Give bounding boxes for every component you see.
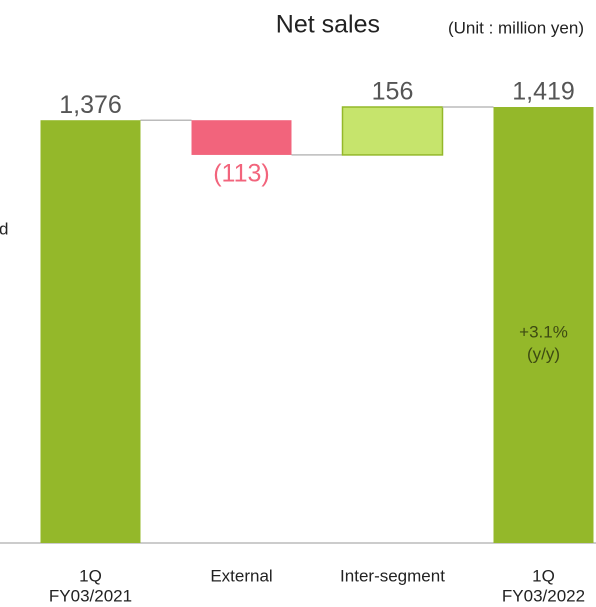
value-label: 1,419: [512, 78, 575, 106]
bar: [493, 107, 594, 543]
value-label: (113): [213, 160, 270, 188]
value-label: 156: [372, 78, 414, 106]
x-tick-label: Inter-segment: [340, 566, 445, 585]
value-label: 1,376: [59, 91, 122, 119]
annotation: +3.1%: [519, 322, 568, 341]
x-tick-label: 1Q: [532, 566, 555, 585]
bar: [191, 120, 292, 155]
chart-subtitle: (Unit : million yen): [448, 18, 584, 37]
side-label: d: [0, 219, 8, 238]
annotation: (y/y): [527, 344, 560, 363]
chart-title: Net sales: [276, 11, 380, 39]
x-tick-label: FY03/2022: [502, 586, 585, 605]
bar: [40, 120, 141, 543]
x-tick-label: FY03/2021: [49, 586, 132, 605]
x-tick-label: 1Q: [79, 566, 102, 585]
bar: [341, 106, 444, 156]
x-tick-label: External: [210, 566, 272, 585]
